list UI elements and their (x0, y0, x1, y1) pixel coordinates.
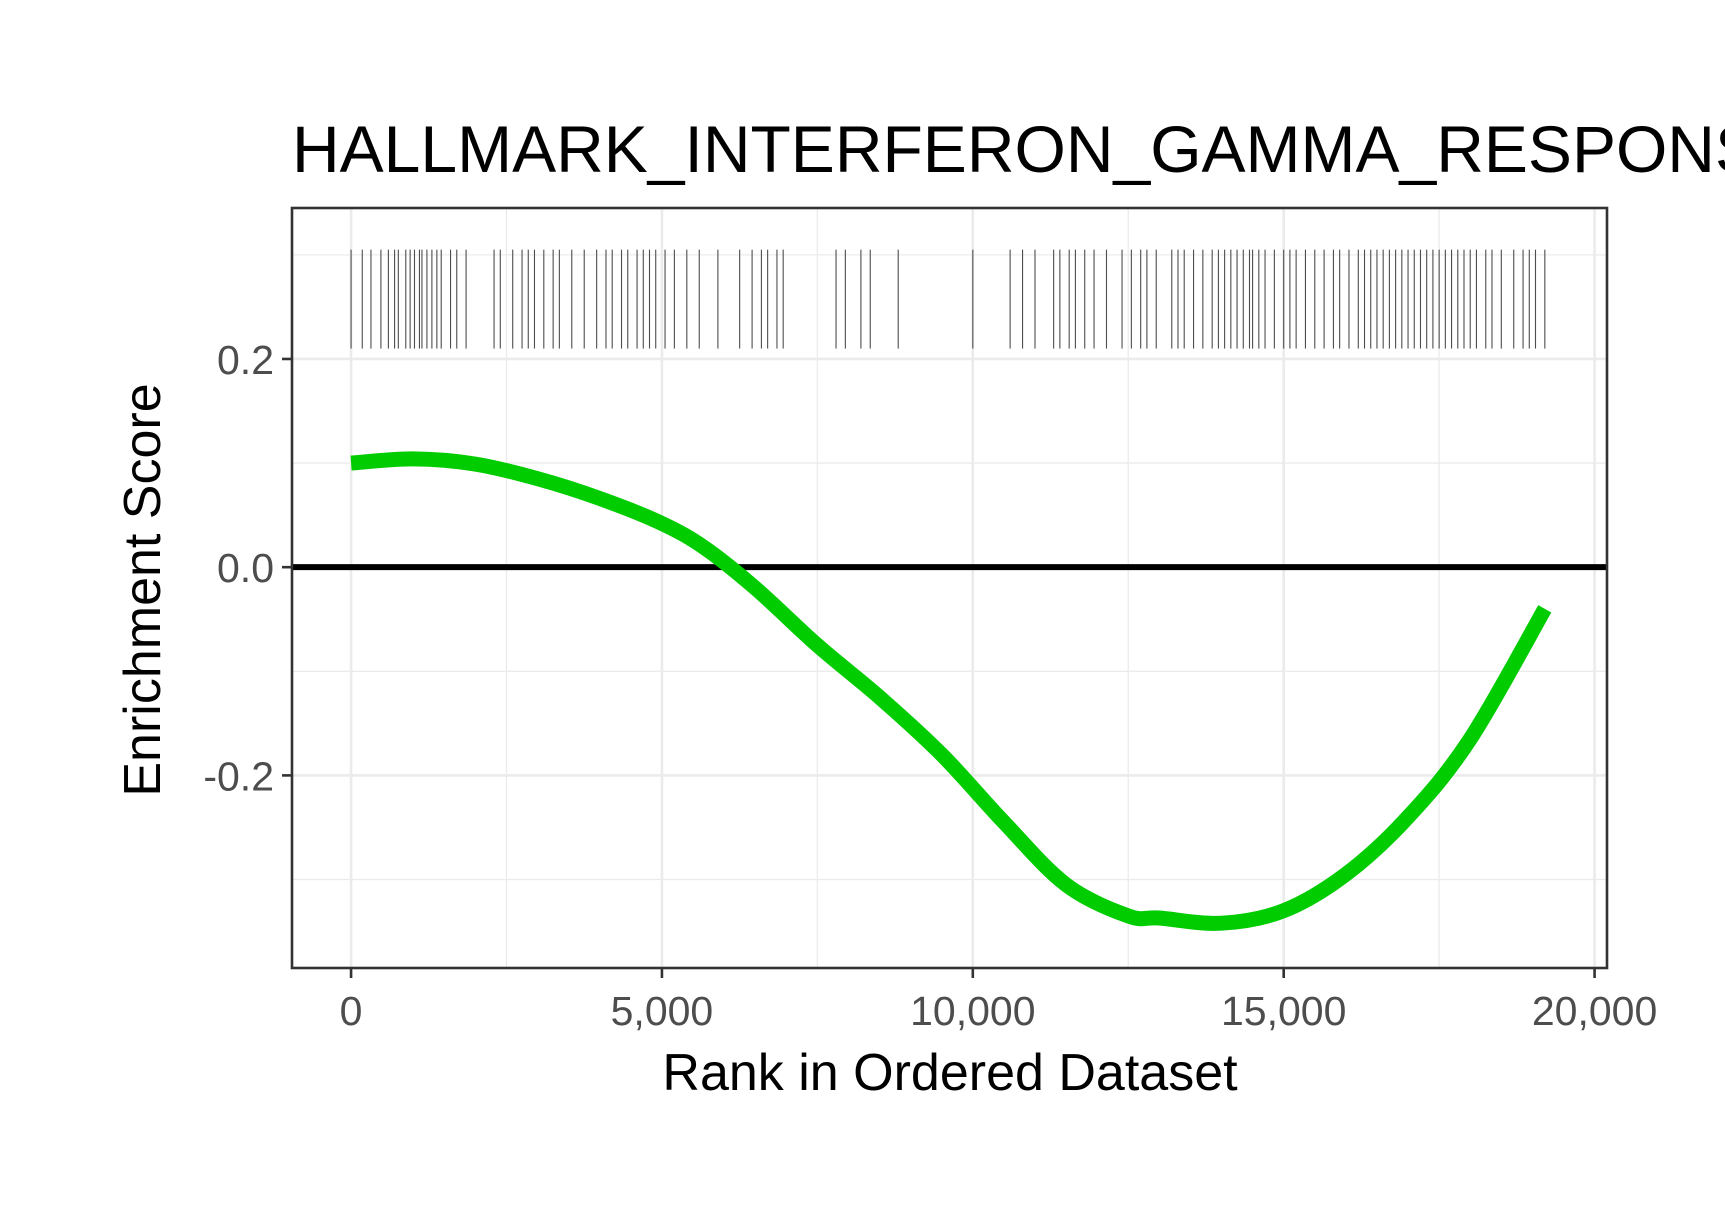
x-tick-label: 15,000 (1221, 988, 1346, 1034)
y-tick-label: 0.2 (217, 337, 274, 383)
y-axis: -0.2 0.0 0.2 (203, 337, 292, 799)
plot-panel (290, 206, 1609, 970)
x-axis: 0 5,000 10,000 15,000 20,000 (340, 968, 1657, 1034)
y-tick-label: 0.0 (217, 545, 274, 591)
chart-title: HALLMARK_INTERFERON_GAMMA_RESPONSE (292, 112, 1725, 186)
panel-border (290, 206, 1609, 970)
y-tick-label: -0.2 (203, 753, 274, 799)
x-tick-label: 5,000 (611, 988, 714, 1034)
x-axis-title: Rank in Ordered Dataset (662, 1044, 1238, 1102)
y-axis-title: Enrichment Score (114, 383, 172, 796)
enrichment-score-line (350, 451, 1552, 931)
x-tick-label: 0 (340, 988, 363, 1034)
panel-background (292, 208, 1607, 968)
x-tick-label: 20,000 (1532, 988, 1657, 1034)
x-tick-label: 10,000 (910, 988, 1035, 1034)
